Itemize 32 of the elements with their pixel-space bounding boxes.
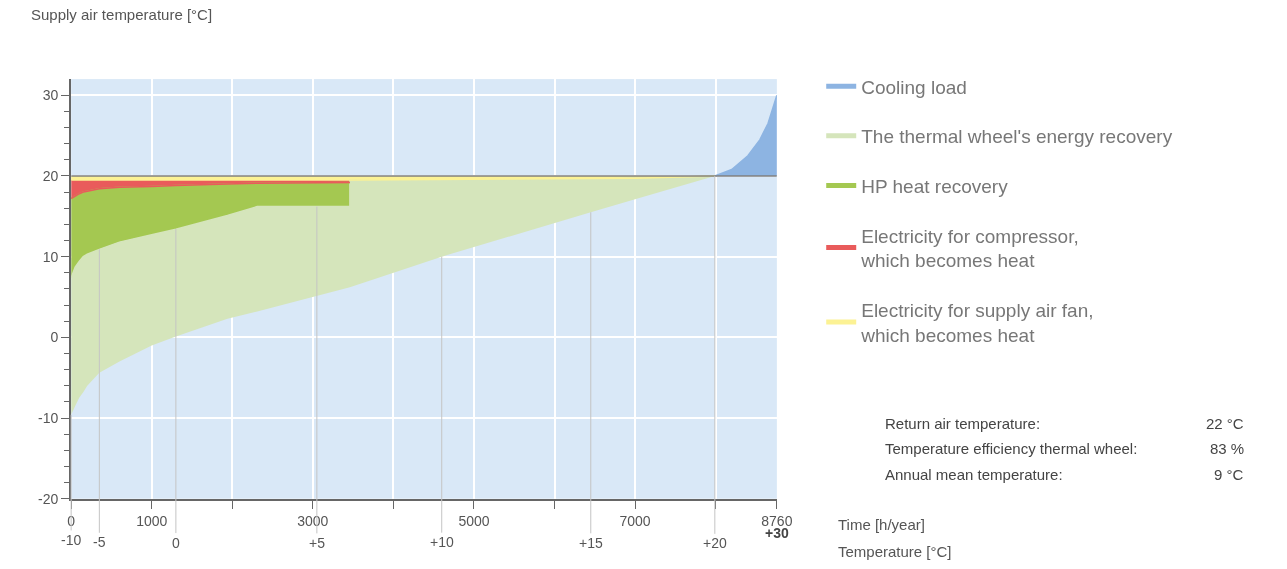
x-axis-title: Time [h/year] — [838, 516, 925, 533]
legend-label: Cooling load — [861, 76, 967, 98]
x-tick-label: 5000 — [458, 512, 490, 529]
legend-label: The thermal wheel's energy recovery — [861, 126, 1173, 148]
text: Temperature efficiency thermal wheel: — [885, 440, 1138, 457]
x-tick-label: 1000 — [136, 512, 168, 529]
text: 83 % — [1210, 440, 1245, 457]
y-tick-label: 20 — [42, 167, 59, 184]
annotation: 0 — [172, 535, 180, 551]
annotation: +15 — [579, 535, 603, 551]
annotation: -10 — [61, 532, 82, 548]
text: 22 °C — [1206, 415, 1244, 432]
legend-label: Electricity for compressor, which becomes heat — [860, 225, 1079, 272]
x2-axis-title: Temperature [°C] — [838, 543, 952, 560]
y-tick-label: 30 — [42, 87, 59, 104]
text: Return air temperature: — [885, 415, 1041, 432]
x-tick-label: 7000 — [619, 512, 651, 529]
annotation: +5 — [309, 535, 326, 551]
y-tick-label: -20 — [38, 490, 59, 507]
legend-label: HP heat recovery — [861, 175, 1009, 197]
y-tick-label: 10 — [42, 248, 59, 265]
y-axis-title: Supply air temperature [°C] — [31, 6, 213, 23]
y-tick-label: -10 — [38, 409, 59, 426]
text: Annual mean temperature: — [885, 466, 1063, 483]
x-tick-label: 3000 — [297, 512, 329, 529]
annotation: -5 — [93, 534, 106, 550]
y-tick-label: 0 — [50, 329, 59, 346]
text: 9 °C — [1214, 466, 1244, 483]
annotation: +20 — [703, 535, 727, 551]
annotation: +10 — [430, 534, 454, 550]
legend-label: Electricity for supply air fan, which becomes heat — [860, 300, 1094, 346]
x-tick-label: 0 — [67, 512, 76, 529]
